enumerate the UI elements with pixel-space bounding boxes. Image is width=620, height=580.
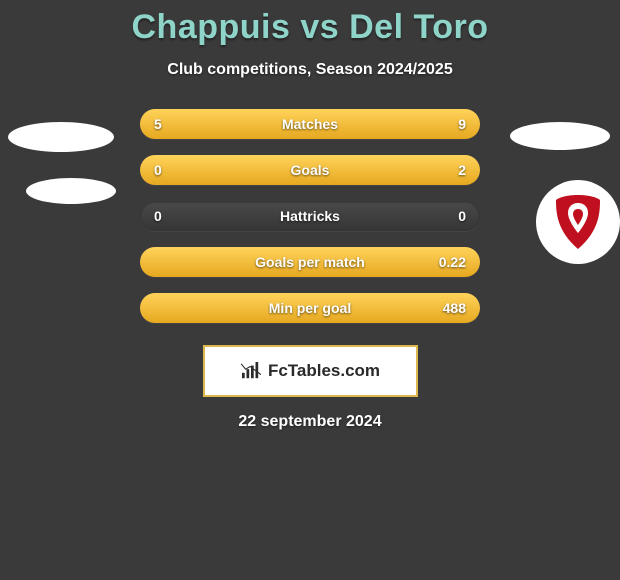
brand-box[interactable]: FcTables.com xyxy=(203,345,418,397)
date-label: 22 september 2024 xyxy=(0,413,620,431)
stats-area: 5Matches9 0Goals2 0Hattricks0 Goals per mat… xyxy=(0,109,620,323)
stat-label: Hattricks xyxy=(140,208,480,224)
stat-label: Matches xyxy=(140,116,480,132)
stat-row: 0Hattricks0 xyxy=(140,201,480,231)
stat-label: Goals per match xyxy=(140,254,480,270)
page-subtitle: Club competitions, Season 2024/2025 xyxy=(0,61,620,79)
bar-chart-icon xyxy=(240,362,262,380)
stat-row: 5Matches9 xyxy=(140,109,480,139)
stat-label: Min per goal xyxy=(140,300,480,316)
stat-label: Goals xyxy=(140,162,480,178)
brand-text: FcTables.com xyxy=(268,361,380,381)
stat-row: Min per goal488 xyxy=(140,293,480,323)
page-title: Chappuis vs Del Toro xyxy=(0,0,620,47)
stat-row: Goals per match0.22 xyxy=(140,247,480,277)
comparison-card: Chappuis vs Del Toro Club competitions, … xyxy=(0,0,620,450)
stat-row: 0Goals2 xyxy=(140,155,480,185)
